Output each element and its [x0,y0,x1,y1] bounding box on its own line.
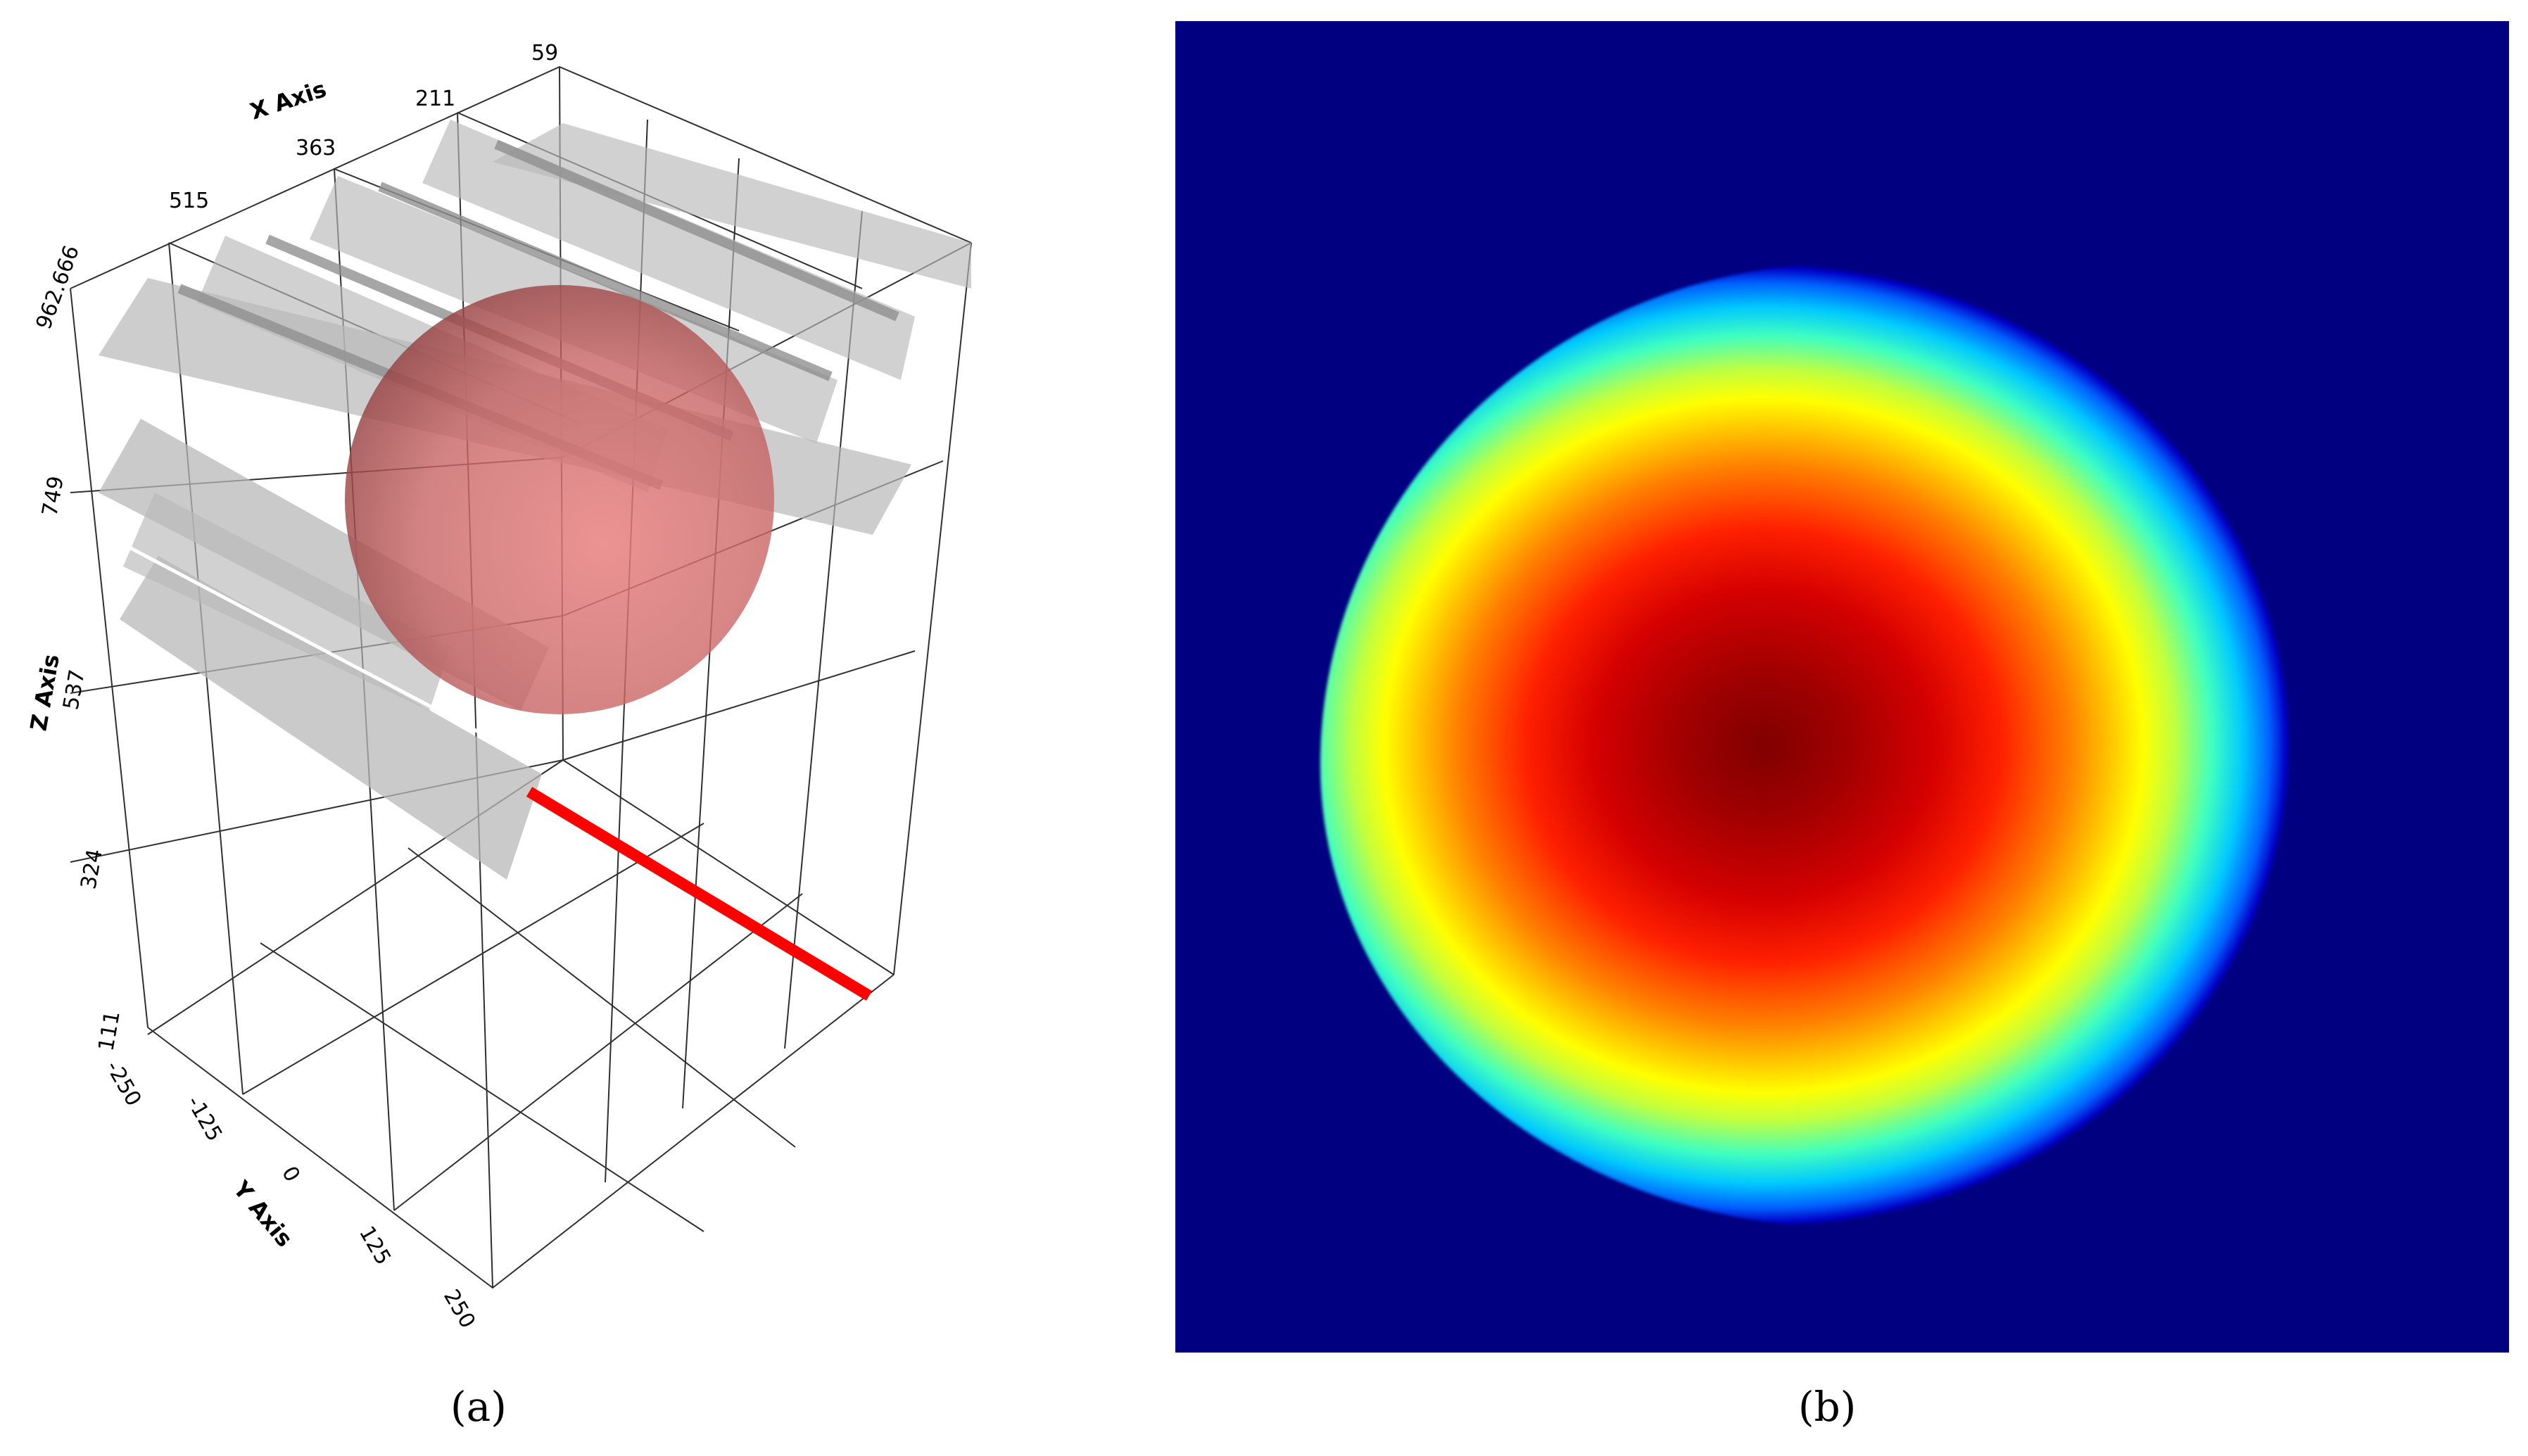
caption-b: (b) [1798,1383,1857,1431]
y-tick-0: 0 [277,1163,305,1186]
x-tick-515: 515 [169,189,209,213]
plane-8 [120,556,542,880]
plane-5 [422,120,915,380]
panel-b-heatmap [1175,21,2509,1353]
x-axis-label: X Axis [247,75,330,125]
y-tick-neg250: -250 [101,1057,146,1110]
y-axis-label: Y Axis [227,1175,298,1252]
sphere [345,285,774,714]
3d-scene: X Axis 515 363 211 59 962.666 749 537 32… [25,41,972,1333]
y-tick-neg125: -125 [182,1092,227,1146]
y-tick-250: 250 [438,1286,480,1333]
panel-a-3d-view: X Axis 515 363 211 59 962.666 749 537 32… [0,0,1140,1365]
z-tick-749: 749 [37,474,68,518]
x-tick-211: 211 [415,87,455,111]
caption-a: (a) [450,1383,507,1431]
x-tick-59: 59 [531,41,558,65]
red-line [526,787,873,1001]
z-axis-label: Z Axis [25,652,64,733]
y-tick-125: 125 [354,1222,396,1270]
z-tick-324: 324 [76,847,107,891]
plane-6 [493,123,971,289]
x-tick-363: 363 [296,136,336,160]
z-tick-111: 111 [94,1009,125,1053]
z-tick-537: 537 [58,668,89,711]
z-tick-962: 962.666 [32,242,84,333]
heatmap-disc [1320,263,2375,1227]
